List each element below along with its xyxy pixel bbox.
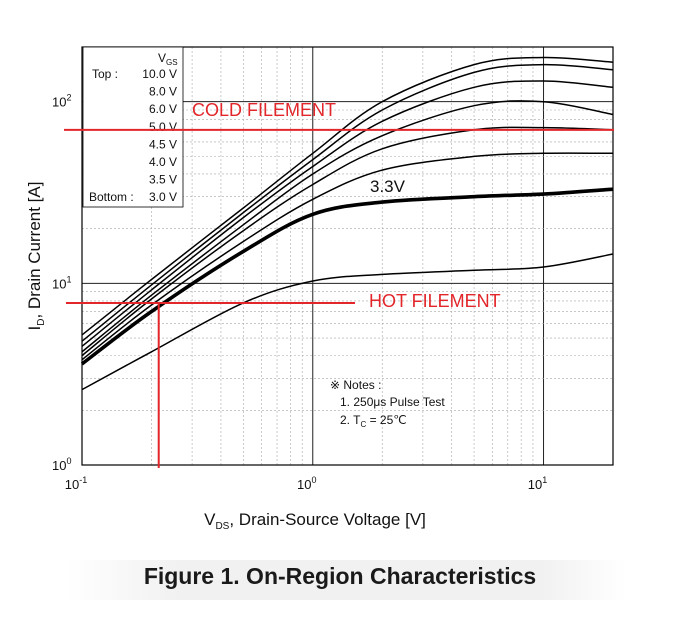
legend-entry: 3.5 V: [149, 173, 177, 187]
notes-title: ※ Notes :: [330, 378, 381, 392]
notes-line-1: 1. 250μs Pulse Test: [340, 395, 445, 409]
legend-entry: 8.0 V: [149, 85, 177, 99]
series-line-vgs-8: [81, 63, 614, 342]
legend: VGS Top : Bottom : 10.0 V 8.0 V 6.0 V 5.0 V…: [82, 46, 184, 208]
chart: 10-1 100 101 100 101 102 VGS Top : Bottom : 1…: [25, 46, 614, 532]
tick-labels: 10-1 100 101 100 101 102: [52, 93, 547, 492]
series-line-vgs-3: [81, 253, 614, 391]
series-line-vgs-10: [81, 56, 614, 336]
y-tick-label: 100: [52, 456, 71, 473]
x-tick-label: 101: [528, 475, 547, 492]
legend-entry: 10.0 V: [142, 67, 177, 81]
legend-title: VGS: [158, 51, 178, 67]
series-line-vgs-6: [81, 80, 614, 347]
legend-bottom-label: Bottom :: [89, 190, 134, 204]
plot-frame: [81, 46, 614, 466]
hot-filament-label: HOT FILEMENT: [369, 291, 501, 311]
series-line-vgs-3-5: [80, 187, 614, 366]
figure-caption: Figure 1. On-Region Characteristics: [143, 563, 537, 589]
legend-entry: 4.0 V: [149, 155, 177, 169]
y-tick-label: 101: [52, 274, 71, 291]
y-axis-title: ID, Drain Current [A]: [25, 182, 47, 331]
series-line-vgs-4: [81, 152, 614, 361]
notes: ※ Notes : 1. 250μs Pulse Test 2. TC = 25…: [330, 378, 445, 429]
series-3v3-label: 3.3V: [370, 177, 406, 196]
legend-entry: 6.0 V: [149, 102, 177, 116]
notes-line-2: 2. TC = 25℃: [340, 413, 407, 429]
x-tick-label: 10-1: [65, 475, 87, 492]
caption-background: [66, 560, 626, 600]
x-axis-title: VDS, Drain-Source Voltage [V]: [204, 510, 426, 532]
series-line-vgs-5: [81, 100, 614, 353]
legend-entry: 5.0 V: [149, 120, 177, 134]
x-tick-label: 100: [297, 475, 316, 492]
series-lines: [80, 56, 614, 391]
legend-entry: 3.0 V: [149, 190, 177, 204]
legend-entry: 4.5 V: [149, 137, 177, 151]
series-line-vgs-4-5: [81, 126, 614, 357]
legend-entries: 10.0 V 8.0 V 6.0 V 5.0 V 4.5 V 4.0 V 3.5 V 3.0 …: [142, 67, 177, 204]
y-tick-label: 102: [52, 93, 71, 110]
annotations: COLD FILEMENT HOT FILEMENT 3.3V: [64, 100, 614, 468]
legend-top-label: Top :: [92, 67, 118, 81]
cold-filament-label: COLD FILEMENT: [192, 100, 336, 120]
legend-box: [82, 46, 184, 208]
